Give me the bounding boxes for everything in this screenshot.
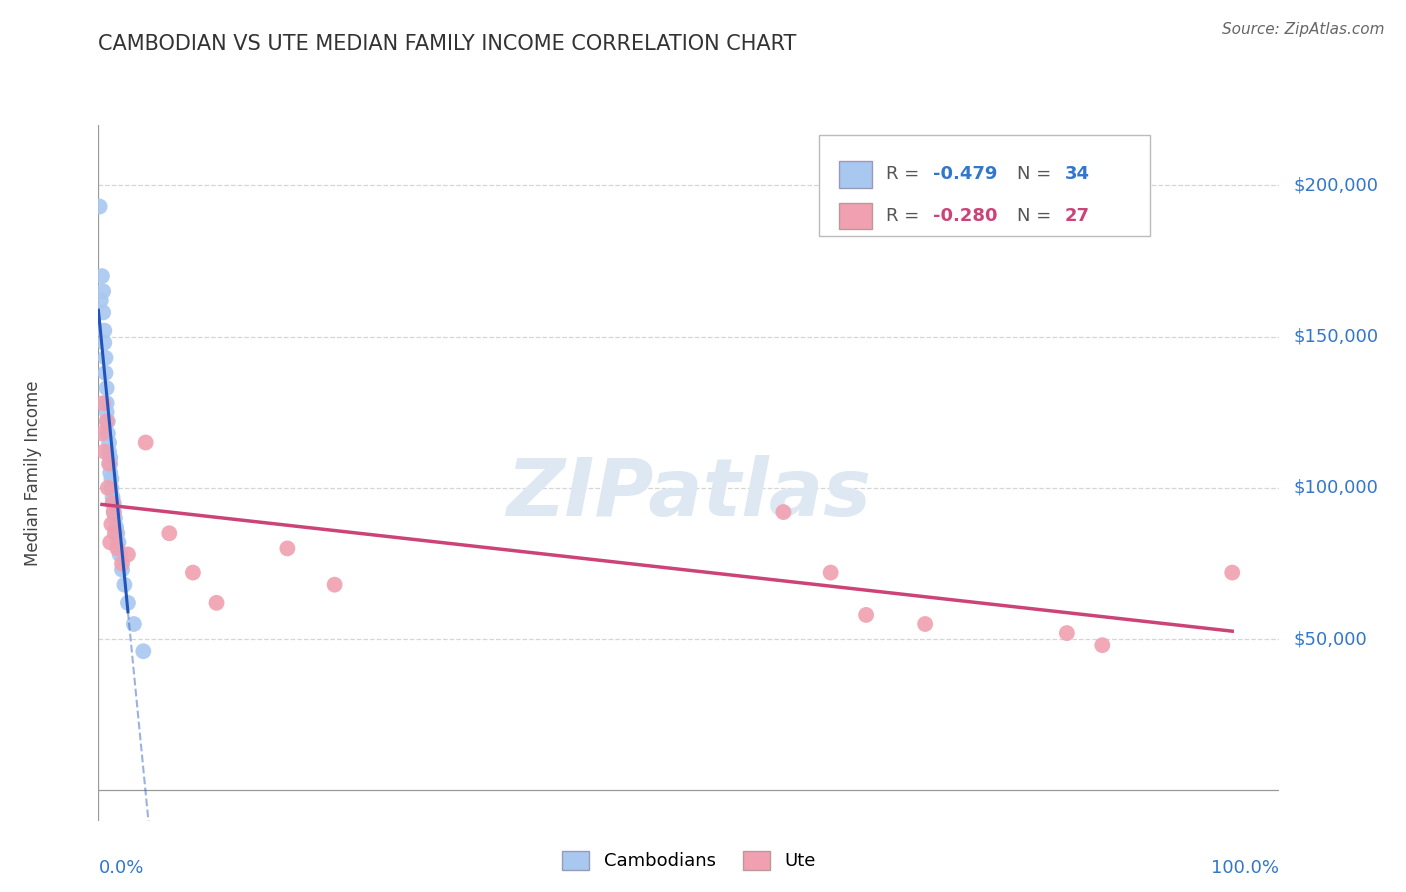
Point	[111, 557, 134, 571]
Text: N =: N =	[1018, 207, 1057, 225]
Point	[97, 414, 120, 428]
Point	[205, 596, 228, 610]
Point	[105, 520, 128, 534]
Point	[98, 457, 121, 471]
Point	[96, 405, 118, 419]
Text: $150,000: $150,000	[1294, 327, 1379, 345]
Point	[112, 577, 135, 591]
Point	[100, 481, 122, 495]
Text: R =: R =	[886, 166, 925, 184]
Text: $200,000: $200,000	[1294, 177, 1379, 194]
Point	[98, 535, 121, 549]
Point	[772, 505, 794, 519]
Point	[89, 200, 111, 214]
Point	[98, 466, 121, 480]
Point	[914, 617, 936, 632]
Legend: Cambodians, Ute: Cambodians, Ute	[555, 844, 823, 878]
Point	[157, 526, 180, 541]
Text: -0.280: -0.280	[934, 207, 998, 225]
Text: 100.0%: 100.0%	[1212, 859, 1279, 877]
Point	[855, 607, 877, 622]
Text: -0.479: -0.479	[934, 166, 998, 184]
Point	[96, 414, 118, 428]
Text: ZIPatlas: ZIPatlas	[506, 455, 872, 533]
Point	[97, 426, 120, 441]
Point	[101, 496, 124, 510]
Point	[1220, 566, 1243, 580]
Point	[117, 596, 139, 610]
Point	[96, 396, 118, 410]
Point	[98, 457, 121, 471]
Point	[276, 541, 298, 556]
Point	[98, 435, 121, 450]
Text: CAMBODIAN VS UTE MEDIAN FAMILY INCOME CORRELATION CHART: CAMBODIAN VS UTE MEDIAN FAMILY INCOME CO…	[98, 34, 797, 54]
Point	[323, 577, 346, 591]
Point	[107, 535, 129, 549]
Point	[91, 305, 114, 319]
Text: $100,000: $100,000	[1294, 479, 1378, 497]
Point	[94, 351, 117, 365]
Point	[122, 617, 145, 632]
Point	[181, 566, 204, 580]
Point	[103, 496, 125, 510]
Point	[105, 541, 128, 556]
Point	[117, 548, 139, 562]
Point	[103, 505, 125, 519]
Point	[91, 426, 114, 441]
Point	[104, 526, 127, 541]
Point	[97, 481, 120, 495]
Point	[91, 269, 114, 284]
Text: $50,000: $50,000	[1294, 630, 1368, 648]
Point	[100, 472, 122, 486]
Point	[93, 324, 115, 338]
Text: 27: 27	[1064, 207, 1090, 225]
Point	[105, 526, 128, 541]
Text: 0.0%: 0.0%	[98, 859, 143, 877]
Point	[91, 285, 114, 299]
Point	[100, 517, 122, 532]
Point	[111, 563, 134, 577]
Text: Median Family Income: Median Family Income	[24, 380, 42, 566]
Point	[820, 566, 842, 580]
Point	[94, 366, 117, 380]
Point	[135, 435, 157, 450]
Point	[93, 444, 115, 458]
Point	[93, 335, 115, 350]
Point	[1056, 626, 1078, 640]
Bar	[839, 161, 872, 187]
Point	[101, 490, 124, 504]
Point	[108, 548, 131, 562]
Text: 34: 34	[1064, 166, 1090, 184]
Text: Source: ZipAtlas.com: Source: ZipAtlas.com	[1222, 22, 1385, 37]
Point	[132, 644, 155, 658]
Text: N =: N =	[1018, 166, 1057, 184]
Point	[98, 450, 121, 465]
FancyBboxPatch shape	[818, 136, 1150, 236]
Point	[90, 293, 112, 308]
Point	[96, 381, 118, 395]
Point	[98, 444, 121, 458]
Text: R =: R =	[886, 207, 925, 225]
Point	[104, 511, 127, 525]
Point	[1091, 638, 1114, 652]
Bar	[839, 202, 872, 229]
Point	[91, 396, 114, 410]
Point	[103, 505, 125, 519]
